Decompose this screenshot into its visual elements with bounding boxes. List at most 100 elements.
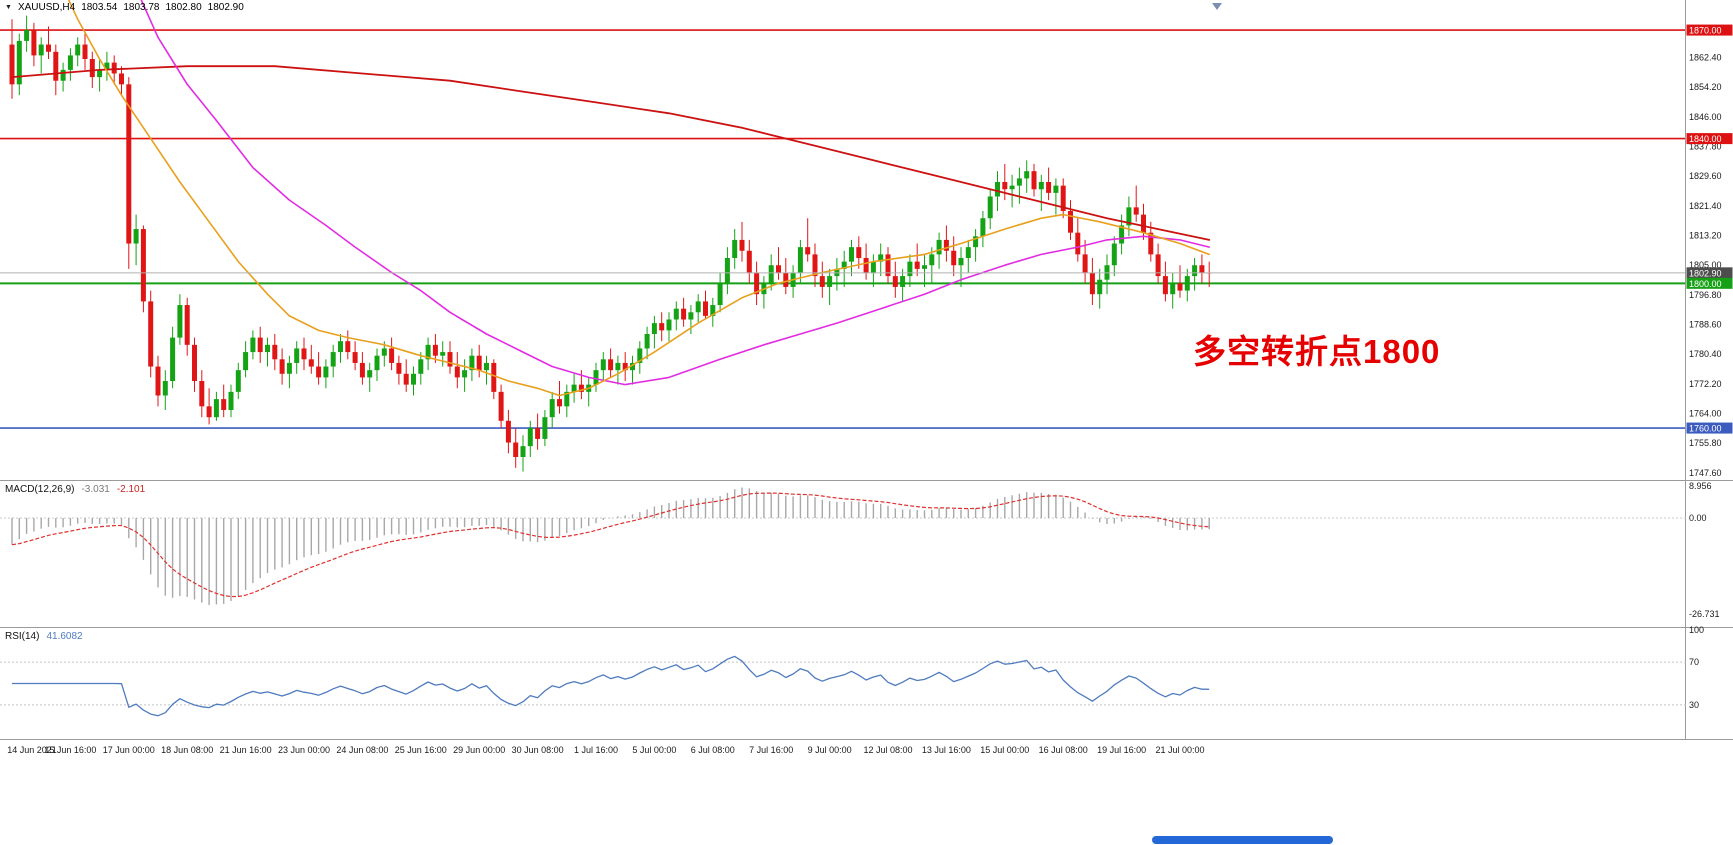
candle-bull: [717, 283, 723, 306]
candle-bear: [396, 362, 402, 374]
price-axis-label: 1829.60: [1689, 171, 1722, 181]
candle-bull: [797, 247, 803, 273]
price-axis-label: 1788.60: [1689, 320, 1722, 330]
candle-bear: [301, 348, 307, 360]
candle-bull: [542, 417, 548, 439]
time-axis-label: 23 Jun 00:00: [278, 745, 330, 755]
candle-bull: [1126, 207, 1132, 226]
candle-bear: [279, 359, 285, 374]
candle-bear: [1046, 182, 1052, 193]
price-axis-label: 1755.80: [1689, 438, 1722, 448]
symbol-dropdown-icon[interactable]: ▼: [5, 3, 12, 11]
candle-bull: [381, 348, 387, 356]
time-axis-label: 5 Jul 00:00: [632, 745, 676, 755]
candle-bear: [783, 272, 789, 287]
candle-bear: [754, 272, 760, 295]
candle-bull: [571, 384, 577, 392]
candle-bear: [951, 250, 957, 266]
candle-bull: [294, 348, 300, 363]
time-axis-label: 18 Jun 08:00: [161, 745, 213, 755]
rsi-scale-label: 100: [1689, 625, 1704, 635]
candle-bear: [856, 247, 862, 259]
candle-bear: [1148, 232, 1154, 255]
price-axis-label: 1854.20: [1689, 82, 1722, 92]
rsi-value: 41.6082: [46, 631, 83, 642]
candle-bear: [739, 239, 745, 251]
candle-bull: [133, 229, 139, 244]
candle-bull: [60, 69, 66, 81]
candle-bear: [403, 373, 409, 385]
time-axis-label: 17 Jun 00:00: [103, 745, 155, 755]
candle-bear: [505, 420, 511, 443]
candle-bull: [286, 362, 292, 374]
macd-histogram: [11, 487, 1210, 606]
symbol-quote-bar: ▼ XAUUSD,H4 1803.54 1803.78 1802.80 1802…: [5, 2, 244, 13]
candle-bear: [819, 276, 825, 287]
candle-bull: [936, 239, 942, 255]
candle-bull: [1111, 243, 1117, 266]
rsi-line: [12, 655, 1210, 717]
candle-bear: [1075, 232, 1081, 255]
price-axis[interactable]: 1862.40 1854.20 1846.00 1837.80 1829.60 1821.…: [1686, 24, 1733, 478]
ma-slow-red: [11, 65, 1211, 241]
horizontal-scrollbar-thumb[interactable]: [1152, 836, 1333, 844]
price-axis-label: 1862.40: [1689, 53, 1722, 63]
candle-bull: [265, 344, 270, 353]
price-badge-text: 1800.00: [1689, 279, 1722, 289]
candle-bull: [228, 391, 234, 410]
price-axis-label: 1796.80: [1689, 290, 1722, 300]
candle-bull: [878, 254, 884, 262]
price-axis-label: 1747.60: [1689, 468, 1722, 478]
candle-bull: [418, 359, 424, 374]
candle-bull: [615, 362, 621, 371]
candle-bull: [1053, 185, 1059, 193]
candle-bull: [1119, 225, 1125, 244]
price-axis-label: 1764.00: [1689, 409, 1722, 419]
candle-bear: [352, 352, 358, 363]
macd-scale-label: 0.00: [1689, 513, 1707, 523]
candle-bear: [746, 250, 752, 273]
price-badge-resistance-line: [1686, 24, 1733, 36]
time-axis-label: 6 Jul 08:00: [691, 745, 735, 755]
candle-bull: [907, 261, 913, 277]
rsi-name: RSI(14): [5, 631, 40, 642]
candle-bear: [1060, 185, 1066, 211]
candle-bull: [732, 239, 738, 259]
candle-bull: [250, 337, 256, 353]
time-axis-label: 16 Jul 08:00: [1039, 745, 1088, 755]
price-badge-resistance-line: [1686, 133, 1733, 145]
candle-bull: [841, 261, 847, 269]
candle-bull: [367, 370, 373, 378]
candle-bull: [38, 44, 44, 56]
candle-bear: [1177, 283, 1183, 291]
candle-bear: [557, 399, 562, 407]
candle-bear: [703, 301, 708, 316]
candle-bear: [805, 247, 811, 255]
candle-bull: [484, 362, 489, 371]
candle-bull: [338, 341, 343, 353]
price-badge-bid-price: [1686, 267, 1733, 279]
macd-scale-label: 8.956: [1689, 481, 1712, 491]
candle-bull: [710, 305, 716, 316]
candle-bull: [1170, 283, 1176, 295]
candle-bull: [965, 247, 971, 259]
candle-bear: [316, 366, 322, 378]
candle-bear: [432, 344, 438, 356]
candle-bull: [1016, 178, 1022, 186]
candle-bull: [75, 44, 81, 56]
candle-bull: [177, 305, 183, 338]
candle-bull: [870, 261, 876, 273]
time-axis-label: 1 Jul 16:00: [574, 745, 618, 755]
candle-bull: [374, 355, 380, 371]
candle-bull: [235, 370, 241, 392]
candle-bear: [476, 355, 482, 371]
candle-bear: [1155, 254, 1161, 277]
candle-bear: [257, 337, 263, 353]
time-axis-label: 25 Jun 16:00: [395, 745, 447, 755]
candle-bull: [973, 236, 979, 248]
candle-bull: [644, 333, 650, 349]
candle-bull: [162, 381, 168, 396]
candle-bear: [892, 276, 898, 287]
candle-bear: [943, 239, 949, 251]
